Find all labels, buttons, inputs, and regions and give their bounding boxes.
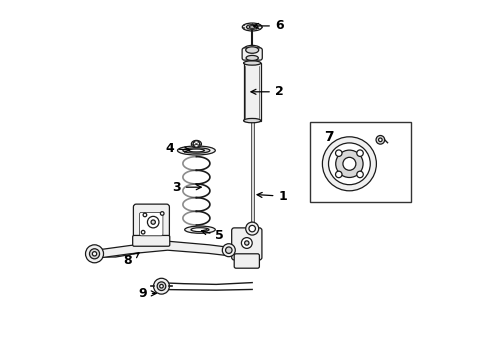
Circle shape bbox=[376, 135, 385, 144]
FancyBboxPatch shape bbox=[140, 212, 163, 236]
Circle shape bbox=[336, 171, 342, 178]
Ellipse shape bbox=[246, 25, 258, 30]
Ellipse shape bbox=[244, 61, 261, 65]
Text: 2: 2 bbox=[251, 85, 284, 98]
Circle shape bbox=[242, 238, 252, 248]
Circle shape bbox=[141, 230, 145, 234]
Ellipse shape bbox=[245, 47, 259, 53]
FancyBboxPatch shape bbox=[242, 48, 262, 60]
Ellipse shape bbox=[183, 148, 210, 153]
Ellipse shape bbox=[185, 226, 215, 233]
Circle shape bbox=[379, 138, 382, 141]
Polygon shape bbox=[96, 241, 252, 258]
Text: 9: 9 bbox=[138, 287, 156, 300]
Circle shape bbox=[245, 241, 249, 245]
Circle shape bbox=[143, 213, 147, 217]
Circle shape bbox=[357, 171, 363, 178]
Circle shape bbox=[328, 143, 370, 185]
Circle shape bbox=[86, 245, 103, 263]
Circle shape bbox=[343, 157, 356, 170]
Text: 4: 4 bbox=[165, 142, 190, 155]
Circle shape bbox=[336, 150, 363, 177]
Ellipse shape bbox=[192, 140, 201, 148]
Circle shape bbox=[160, 212, 164, 215]
Circle shape bbox=[92, 252, 97, 256]
Circle shape bbox=[151, 220, 155, 224]
Ellipse shape bbox=[242, 23, 262, 31]
Circle shape bbox=[222, 244, 235, 257]
Ellipse shape bbox=[246, 55, 258, 60]
Circle shape bbox=[225, 247, 232, 253]
Text: 8: 8 bbox=[123, 253, 139, 267]
Ellipse shape bbox=[244, 45, 261, 53]
Ellipse shape bbox=[177, 146, 215, 155]
Ellipse shape bbox=[249, 26, 255, 28]
Text: 3: 3 bbox=[172, 181, 201, 194]
Bar bbox=[310, 122, 411, 202]
Circle shape bbox=[245, 222, 259, 235]
Circle shape bbox=[157, 282, 166, 291]
Ellipse shape bbox=[188, 149, 204, 152]
Circle shape bbox=[249, 225, 255, 232]
Text: 6: 6 bbox=[253, 19, 284, 32]
Text: 7: 7 bbox=[324, 130, 334, 144]
FancyBboxPatch shape bbox=[234, 254, 259, 268]
Bar bbox=[244, 63, 261, 121]
Circle shape bbox=[357, 150, 363, 156]
Circle shape bbox=[147, 216, 159, 228]
FancyBboxPatch shape bbox=[232, 228, 262, 260]
Circle shape bbox=[153, 278, 170, 294]
Text: 1: 1 bbox=[257, 190, 287, 203]
FancyBboxPatch shape bbox=[133, 204, 170, 242]
Polygon shape bbox=[94, 238, 158, 257]
Circle shape bbox=[193, 141, 199, 147]
Ellipse shape bbox=[244, 118, 261, 123]
Circle shape bbox=[160, 284, 163, 288]
Circle shape bbox=[336, 150, 342, 156]
FancyBboxPatch shape bbox=[133, 235, 170, 246]
Circle shape bbox=[90, 249, 99, 259]
Bar bbox=[251, 121, 254, 223]
Text: 5: 5 bbox=[201, 229, 224, 242]
Ellipse shape bbox=[191, 228, 209, 232]
Circle shape bbox=[322, 137, 376, 191]
